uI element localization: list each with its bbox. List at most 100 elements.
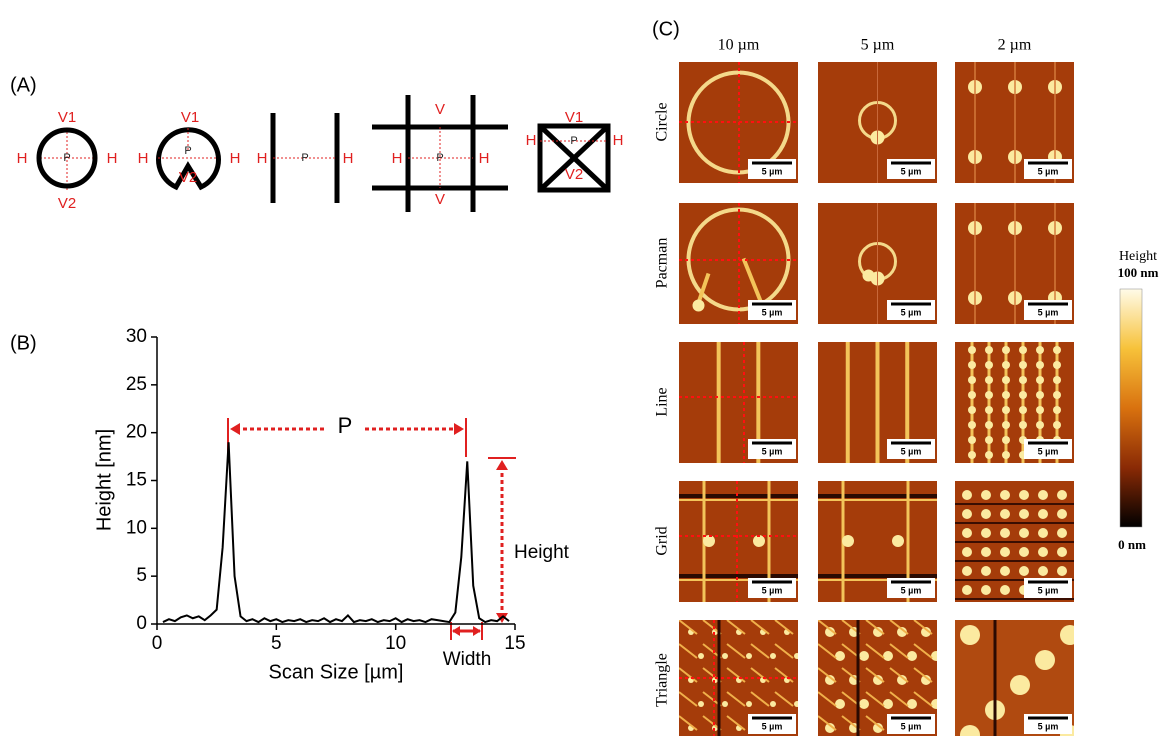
feature	[968, 361, 976, 369]
feature	[1002, 406, 1010, 414]
y-tick-label: 0	[136, 613, 147, 634]
scale-bar-label: 5 µm	[762, 585, 783, 595]
shape-label: H	[107, 150, 118, 167]
feature	[968, 436, 976, 444]
x-tick-label: 0	[152, 633, 163, 654]
shape-label: P	[436, 152, 443, 164]
scale-bar-label: 5 µm	[901, 585, 922, 595]
feature	[981, 528, 991, 538]
feature	[981, 547, 991, 557]
feature	[1002, 346, 1010, 354]
shape-label: V1	[565, 109, 583, 126]
column-label: 5 µm	[861, 37, 895, 54]
x-tick-label: 15	[504, 633, 525, 654]
feature	[981, 509, 991, 519]
feature	[1038, 528, 1048, 538]
feature	[1053, 361, 1061, 369]
feature	[985, 376, 993, 384]
feature	[968, 406, 976, 414]
shape-label: P	[63, 152, 70, 164]
shape-label: H	[230, 150, 241, 167]
feature	[1053, 406, 1061, 414]
feature	[1057, 547, 1067, 557]
feature	[835, 699, 845, 709]
feature	[1053, 421, 1061, 429]
feature	[985, 361, 993, 369]
y-tick-label: 20	[126, 422, 147, 443]
shape-label: V	[435, 101, 445, 118]
scale-bar-label: 5 µm	[1038, 307, 1059, 317]
feature	[1010, 675, 1030, 695]
panel-label: (B)	[10, 332, 37, 354]
scale-bar-label: 5 µm	[901, 721, 922, 731]
feature	[1057, 509, 1067, 519]
scale-bar-label: 5 µm	[762, 446, 783, 456]
scale-bar-label: 5 µm	[762, 307, 783, 317]
panel-b: (B) Scan Size [µm] Height [nm] P Height …	[10, 326, 570, 683]
feature	[985, 421, 993, 429]
y-tick-label: 30	[126, 326, 147, 347]
annotation: P	[338, 413, 353, 438]
feature	[1053, 376, 1061, 384]
row-label: Triangle	[654, 653, 671, 707]
feature	[962, 547, 972, 557]
feature	[931, 651, 941, 661]
data-line	[163, 442, 509, 622]
panel-c: (C) Height 100 nm 0 nm 10 µm5 µm2 µmCirc…	[652, 18, 1159, 736]
shape-label: P	[184, 145, 191, 157]
feature	[1057, 528, 1067, 538]
feature	[981, 585, 991, 595]
x-tick-label: 5	[271, 633, 282, 654]
feature	[859, 651, 869, 661]
colorbar-min: 0 nm	[1118, 537, 1146, 552]
y-tick-label: 10	[126, 517, 147, 538]
shape-label: H	[526, 132, 537, 149]
feature	[883, 651, 893, 661]
shape-label: H	[17, 150, 28, 167]
feature	[1019, 566, 1029, 576]
feature	[1000, 509, 1010, 519]
feature	[985, 346, 993, 354]
scale-bar-label: 5 µm	[901, 446, 922, 456]
annotations	[228, 418, 516, 640]
feature	[1038, 566, 1048, 576]
scale-bar-label: 5 µm	[1038, 446, 1059, 456]
feature	[1036, 406, 1044, 414]
feature	[968, 391, 976, 399]
scale-bar-label: 5 µm	[762, 166, 783, 176]
feature	[1002, 391, 1010, 399]
feature	[794, 653, 800, 659]
scale-bar-label: 5 µm	[901, 307, 922, 317]
feature	[1019, 361, 1027, 369]
row-label: Grid	[654, 526, 671, 555]
row-label: Line	[654, 387, 671, 416]
feature	[746, 653, 752, 659]
feature	[1019, 406, 1027, 414]
y-tick-label: 5	[136, 565, 147, 586]
shape-label: H	[613, 132, 624, 149]
shape-label: V2	[565, 166, 583, 183]
feature	[1036, 391, 1044, 399]
feature	[1038, 490, 1048, 500]
feature	[968, 346, 976, 354]
feature	[968, 376, 976, 384]
feature	[693, 300, 705, 312]
feature	[962, 509, 972, 519]
feature	[863, 270, 875, 282]
y-tick-label: 25	[126, 374, 147, 395]
shape-label: V	[435, 191, 445, 208]
panel-label: (C)	[652, 18, 680, 40]
y-tick-label: 15	[126, 470, 147, 491]
feature	[1002, 421, 1010, 429]
feature	[698, 701, 704, 707]
shape-label: H	[343, 150, 354, 167]
feature	[835, 651, 845, 661]
column-label: 2 µm	[998, 37, 1032, 54]
feature	[1019, 547, 1029, 557]
feature	[1036, 346, 1044, 354]
feature	[931, 699, 941, 709]
feature	[968, 421, 976, 429]
feature	[883, 699, 893, 709]
feature	[770, 701, 776, 707]
colorbar	[1120, 289, 1142, 527]
